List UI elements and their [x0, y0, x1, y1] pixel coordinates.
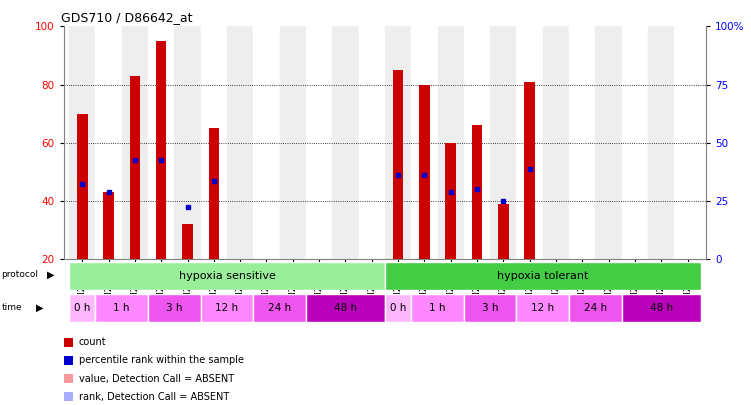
Bar — [419, 85, 430, 259]
Text: protocol: protocol — [2, 270, 38, 279]
Bar — [412, 26, 438, 259]
Bar — [69, 294, 95, 322]
Bar — [306, 294, 385, 322]
Text: time: time — [2, 303, 22, 312]
Bar — [498, 204, 508, 259]
Bar — [490, 26, 517, 259]
Bar — [596, 26, 622, 259]
Text: 24 h: 24 h — [584, 303, 607, 313]
Bar — [472, 125, 482, 259]
Bar — [156, 41, 167, 259]
Bar — [385, 26, 412, 259]
Bar — [69, 26, 95, 259]
Bar — [95, 294, 148, 322]
Bar — [622, 26, 648, 259]
Bar — [227, 26, 253, 259]
Bar — [69, 262, 385, 290]
Text: ▶: ▶ — [47, 270, 55, 279]
Bar — [438, 26, 464, 259]
Bar — [412, 294, 464, 322]
Bar — [209, 128, 219, 259]
Bar — [569, 26, 596, 259]
Text: rank, Detection Call = ABSENT: rank, Detection Call = ABSENT — [79, 392, 229, 402]
Text: 1 h: 1 h — [113, 303, 130, 313]
Text: hypoxia tolerant: hypoxia tolerant — [497, 271, 589, 281]
Text: value, Detection Call = ABSENT: value, Detection Call = ABSENT — [79, 374, 234, 384]
Bar — [464, 26, 490, 259]
Bar — [385, 262, 701, 290]
Text: 0 h: 0 h — [74, 303, 90, 313]
Text: 12 h: 12 h — [531, 303, 554, 313]
Bar — [648, 26, 674, 259]
Text: percentile rank within the sample: percentile rank within the sample — [79, 356, 244, 365]
Text: 0 h: 0 h — [390, 303, 406, 313]
Bar — [569, 294, 622, 322]
Bar — [95, 26, 122, 259]
Text: 48 h: 48 h — [650, 303, 673, 313]
Bar — [543, 26, 569, 259]
Bar — [393, 70, 403, 259]
Bar — [77, 114, 88, 259]
Bar — [358, 26, 385, 259]
Bar — [674, 26, 701, 259]
Bar — [464, 294, 517, 322]
Bar — [306, 26, 332, 259]
Text: ▶: ▶ — [36, 303, 44, 313]
Text: 3 h: 3 h — [482, 303, 499, 313]
Bar — [253, 294, 306, 322]
Text: 48 h: 48 h — [334, 303, 357, 313]
Bar — [332, 26, 358, 259]
Bar — [201, 294, 253, 322]
Text: GDS710 / D86642_at: GDS710 / D86642_at — [61, 11, 192, 24]
Bar — [524, 82, 535, 259]
Bar — [445, 143, 456, 259]
Text: 1 h: 1 h — [430, 303, 446, 313]
Bar — [182, 224, 193, 259]
Bar — [622, 294, 701, 322]
Text: 3 h: 3 h — [166, 303, 182, 313]
Text: hypoxia sensitive: hypoxia sensitive — [179, 271, 276, 281]
Bar — [122, 26, 148, 259]
Bar — [104, 192, 114, 259]
Bar — [517, 26, 543, 259]
Bar — [148, 26, 174, 259]
Text: 12 h: 12 h — [216, 303, 239, 313]
Text: count: count — [79, 337, 107, 347]
Bar — [385, 294, 412, 322]
Bar — [130, 76, 140, 259]
Bar — [148, 294, 201, 322]
Bar — [174, 26, 201, 259]
Bar — [201, 26, 227, 259]
Bar — [279, 26, 306, 259]
Text: 24 h: 24 h — [268, 303, 291, 313]
Bar — [253, 26, 279, 259]
Bar — [517, 294, 569, 322]
